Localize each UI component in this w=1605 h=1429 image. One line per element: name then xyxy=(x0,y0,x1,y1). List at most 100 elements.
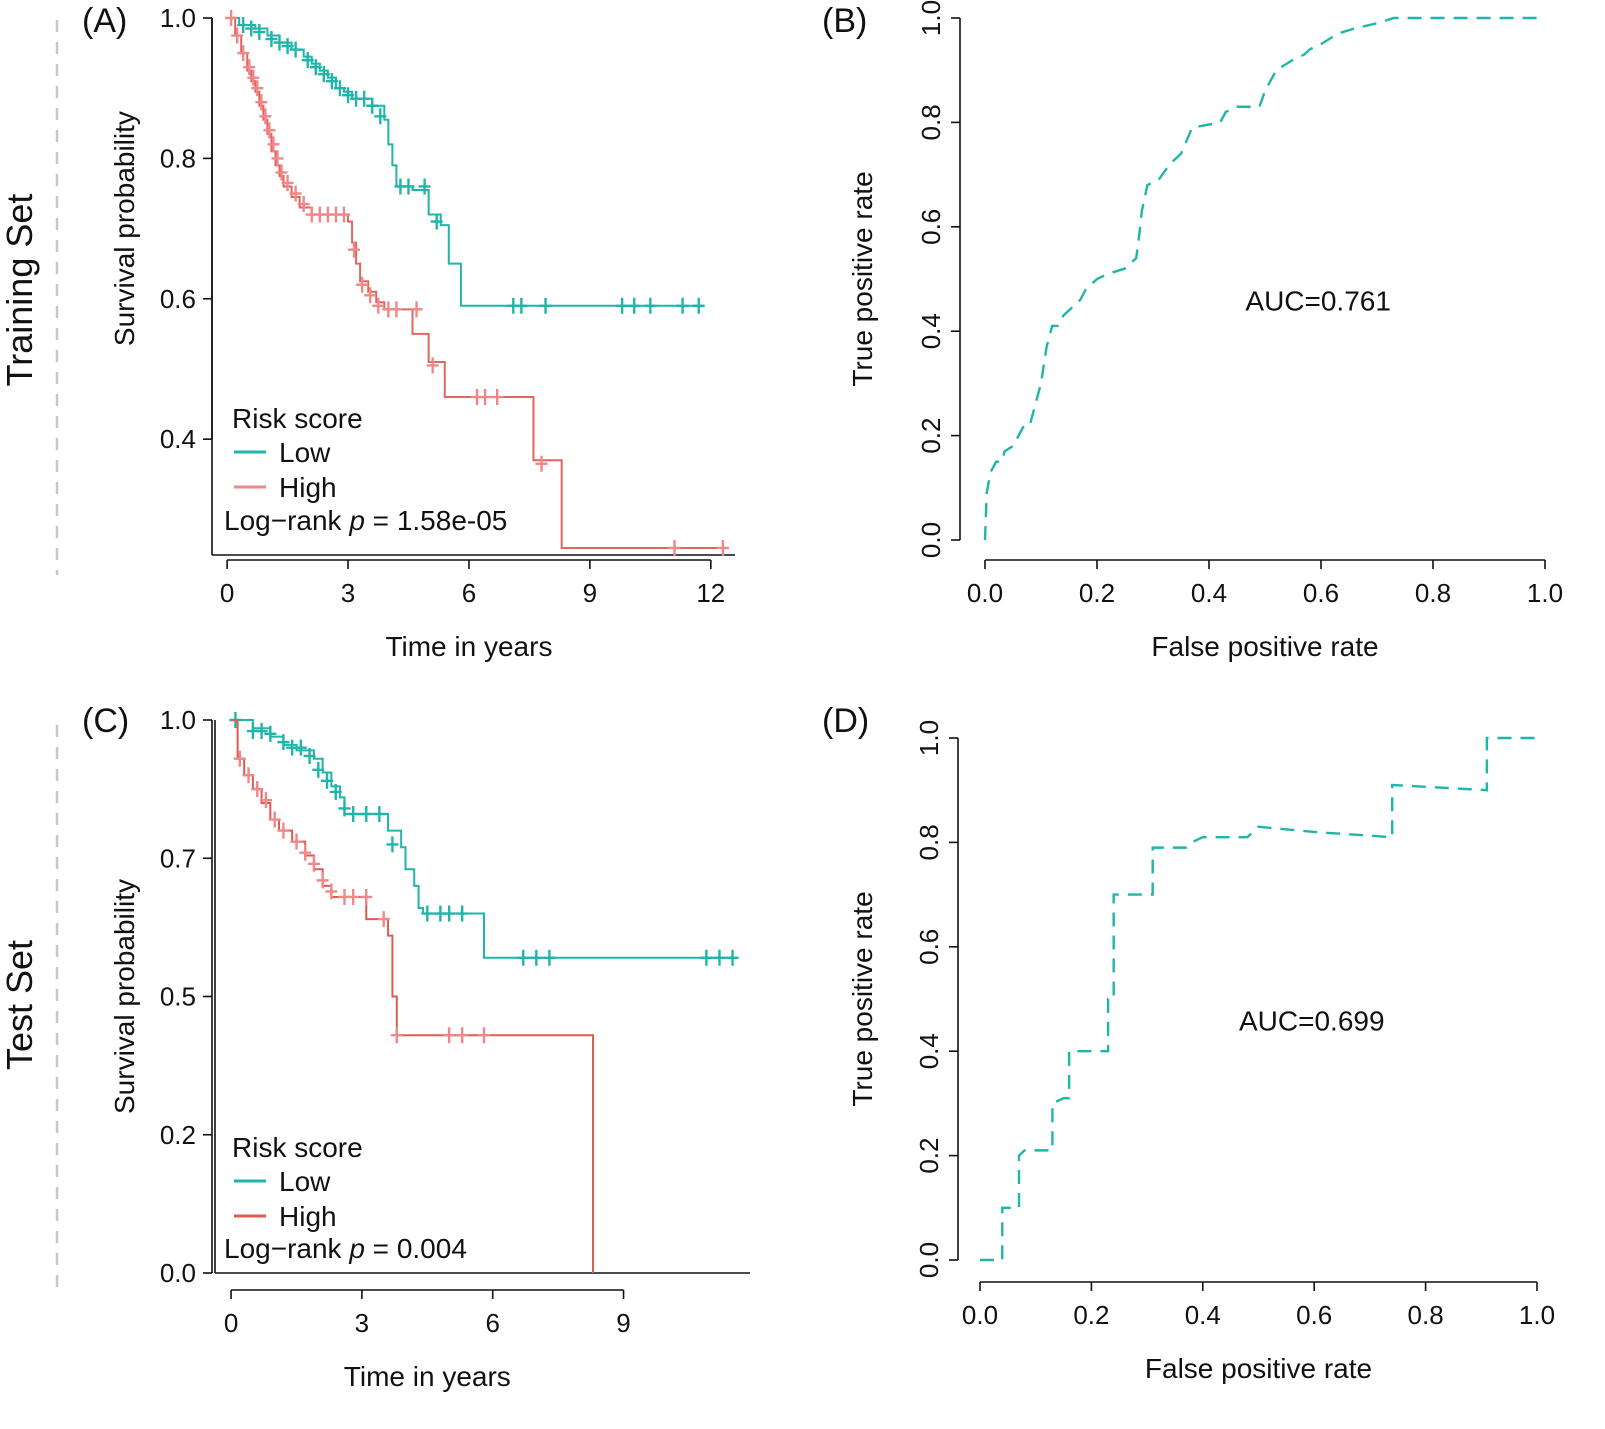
y-tick-label: 0.8 xyxy=(160,143,196,173)
panel-b-roc-training: 0.0 0.2 0.4 0.6 0.8 1.0 0.0 0.2 0.4 0.6 0.8 1.0 Fals… xyxy=(822,0,1563,662)
censor-mark-low xyxy=(273,34,286,51)
panel-label: (B) xyxy=(822,2,867,40)
censor-mark-high xyxy=(225,10,238,26)
censor-mark-low xyxy=(321,772,334,789)
x-tick-label: 12 xyxy=(696,578,725,608)
y-tick-label: 0.5 xyxy=(160,982,196,1012)
y-tick-label: 0.2 xyxy=(916,418,946,454)
x-tick-label: 0.6 xyxy=(1296,1300,1332,1330)
censor-mark-high xyxy=(348,241,361,258)
censor-mark-high xyxy=(377,911,390,928)
censor-mark-high xyxy=(263,122,276,139)
logrank-annotation: Log−rank p = 1.58e-05 xyxy=(224,505,507,536)
x-axis-title: Time in years xyxy=(385,631,552,662)
censor-mark-low xyxy=(443,905,456,922)
logrank-annotation: Log−rank p = 0.004 xyxy=(224,1233,467,1264)
y-tick-label: 0.0 xyxy=(914,1242,944,1278)
censor-mark-high xyxy=(259,792,272,809)
censor-mark-low xyxy=(358,90,371,107)
censor-mark-low xyxy=(713,949,726,966)
roc-curve xyxy=(983,16,1545,541)
censor-mark-low xyxy=(360,806,373,823)
y-tick-label: 0.0 xyxy=(160,1258,196,1288)
legend-label-low: Low xyxy=(279,437,331,468)
logrank-p-symbol: p xyxy=(348,1233,365,1264)
x-tick-label: 3 xyxy=(355,1308,369,1338)
censor-mark-high xyxy=(271,150,284,167)
y-tick-label: 0.7 xyxy=(160,843,196,873)
x-tick-label: 0 xyxy=(220,578,234,608)
x-tick-label: 0.2 xyxy=(1079,578,1115,608)
censor-mark-low xyxy=(277,734,290,751)
censor-mark-high xyxy=(233,750,246,767)
censor-mark-high xyxy=(356,276,369,293)
x-tick-label: 0.4 xyxy=(1185,1300,1221,1330)
x-tick-label: 0.8 xyxy=(1415,578,1451,608)
censor-mark-high xyxy=(243,59,256,76)
x-tick-label: 6 xyxy=(485,1308,499,1338)
censor-mark-high xyxy=(277,822,290,839)
censor-mark-low xyxy=(325,73,338,90)
x-tick-label: 0.0 xyxy=(967,578,1003,608)
censor-mark-low xyxy=(333,80,346,97)
censor-mark-high xyxy=(237,45,250,62)
censor-mark-high xyxy=(410,301,423,318)
legend-label-low: Low xyxy=(279,1166,331,1197)
y-tick-label: 0.0 xyxy=(916,522,946,558)
y-tick-label: 1.0 xyxy=(916,0,946,36)
y-tick-label: 0.4 xyxy=(916,313,946,349)
censor-mark-low xyxy=(373,806,386,823)
row-label-training: Training Set xyxy=(0,194,40,387)
censor-mark-high xyxy=(443,1027,456,1044)
x-tick-label: 0.4 xyxy=(1191,578,1227,608)
censor-mark-low xyxy=(515,297,528,314)
censor-mark-low xyxy=(517,949,530,966)
censor-mark-high xyxy=(456,1027,469,1044)
censor-mark-high xyxy=(275,164,288,181)
y-tick-label: 0.2 xyxy=(914,1138,944,1174)
censor-mark-low xyxy=(421,905,434,922)
censor-mark-high xyxy=(297,196,310,213)
y-tick-label: 0.6 xyxy=(916,209,946,245)
censor-mark-high xyxy=(491,389,504,406)
censor-mark-low xyxy=(317,66,330,83)
censor-mark-low xyxy=(342,87,355,104)
censor-mark-low xyxy=(700,949,713,966)
censor-mark-low xyxy=(676,297,689,314)
censor-mark-high xyxy=(668,539,681,556)
censor-mark-high xyxy=(360,888,373,905)
censor-mark-low xyxy=(329,783,342,800)
row-label-test: Test Set xyxy=(0,940,40,1070)
y-tick-label: 0.8 xyxy=(914,824,944,860)
censor-mark-high xyxy=(259,108,272,125)
x-tick-label: 9 xyxy=(616,1308,630,1338)
censor-mark-high xyxy=(390,301,403,318)
x-tick-label: 0.6 xyxy=(1303,578,1339,608)
censor-mark-high xyxy=(231,27,244,44)
censor-mark-high xyxy=(251,80,264,97)
censor-mark-low xyxy=(386,836,399,853)
censor-mark-low xyxy=(430,213,443,230)
censor-mark-low xyxy=(456,905,469,922)
y-axis-title: True positive rate xyxy=(847,171,878,386)
censor-mark-high xyxy=(316,872,329,889)
y-tick-label: 0.2 xyxy=(160,1120,196,1150)
x-tick-label: 9 xyxy=(583,578,597,608)
censor-mark-high xyxy=(307,855,320,872)
censor-mark-low xyxy=(338,800,351,817)
panel-label: (A) xyxy=(82,2,127,40)
legend-label-high: High xyxy=(279,472,337,503)
censor-mark-high xyxy=(290,833,303,850)
censor-mark-low xyxy=(264,725,277,742)
x-tick-label: 6 xyxy=(462,578,476,608)
censor-mark-low xyxy=(347,806,360,823)
km-curve-high xyxy=(227,17,727,549)
censor-mark-low xyxy=(245,20,258,37)
logrank-value: = 1.58e-05 xyxy=(365,505,507,536)
y-tick-label: 0.4 xyxy=(160,424,196,454)
auc-label: AUC=0.699 xyxy=(1239,1005,1385,1036)
x-tick-label: 3 xyxy=(341,578,355,608)
x-tick-label: 1.0 xyxy=(1519,1300,1555,1330)
y-axis-title: Survival probability xyxy=(109,879,140,1114)
legend-title: Risk score xyxy=(232,403,363,434)
